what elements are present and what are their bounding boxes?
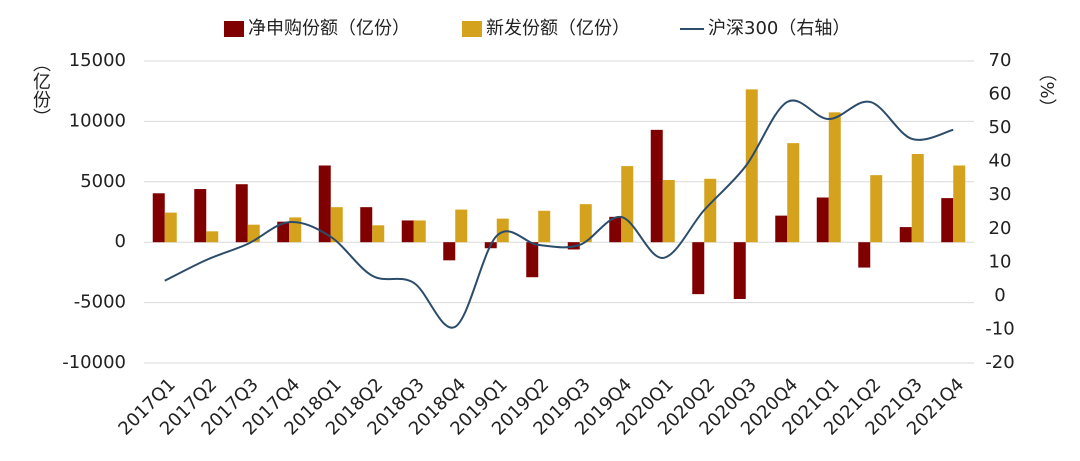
y2-tick-label: -10 [985,318,1014,339]
legend-label: 新发份额（亿份） [486,18,630,39]
line [164,99,954,329]
bar [816,197,829,243]
bar [194,189,207,243]
y2-tick-label: 60 [989,84,1012,105]
y2-tick-label: -20 [985,352,1014,373]
bar [692,242,705,295]
y2-tick-label: 20 [989,218,1012,239]
bar [828,112,841,243]
bar [911,154,924,243]
bar [413,220,426,243]
y2-tick-label: 70 [989,50,1012,71]
y-tick-label: 5000 [80,171,126,192]
bar [579,204,592,243]
y-axis-title: （亿份） [30,54,51,126]
bar [621,166,634,243]
bar [318,165,331,243]
bar [277,221,290,243]
bar [899,227,912,243]
y-tick-label: 0 [115,231,126,252]
y-tick-label: -10000 [62,352,126,373]
y2-tick-label: 0 [994,285,1005,306]
legend-label: 净申购份额（亿份） [248,18,410,39]
bar [662,179,675,243]
bar [787,143,800,243]
y2-axis-title: （%） [1036,63,1057,116]
bar [206,231,219,243]
bar [443,242,456,261]
bar [733,242,746,299]
bar [953,165,966,243]
y-tick-label: 15000 [69,50,126,71]
bar [152,193,165,243]
bar [858,242,871,268]
bar [401,220,414,243]
bar [289,217,302,243]
y-tick-label: 10000 [69,110,126,131]
legend-swatch [462,21,482,37]
bar [941,198,954,243]
y2-tick-label: 30 [989,184,1012,205]
y2-tick-label: 50 [989,117,1012,138]
bar [775,215,788,243]
bar [164,212,177,243]
bar [455,209,468,243]
y-tick-label: -5000 [74,292,126,313]
bar [704,178,717,243]
bar [496,218,509,243]
bar [330,207,343,243]
bar [372,225,385,243]
y2-tick-label: 40 [989,151,1012,172]
bar [235,184,248,243]
bar [360,207,373,243]
bar [870,175,883,243]
legend-swatch [224,21,244,37]
bar [609,216,622,243]
y2-tick-label: 10 [989,251,1012,272]
legend-label: 沪深300（右轴） [708,18,850,39]
bar [745,89,758,243]
bar [538,210,551,243]
bar [526,242,539,278]
bar [650,129,663,243]
